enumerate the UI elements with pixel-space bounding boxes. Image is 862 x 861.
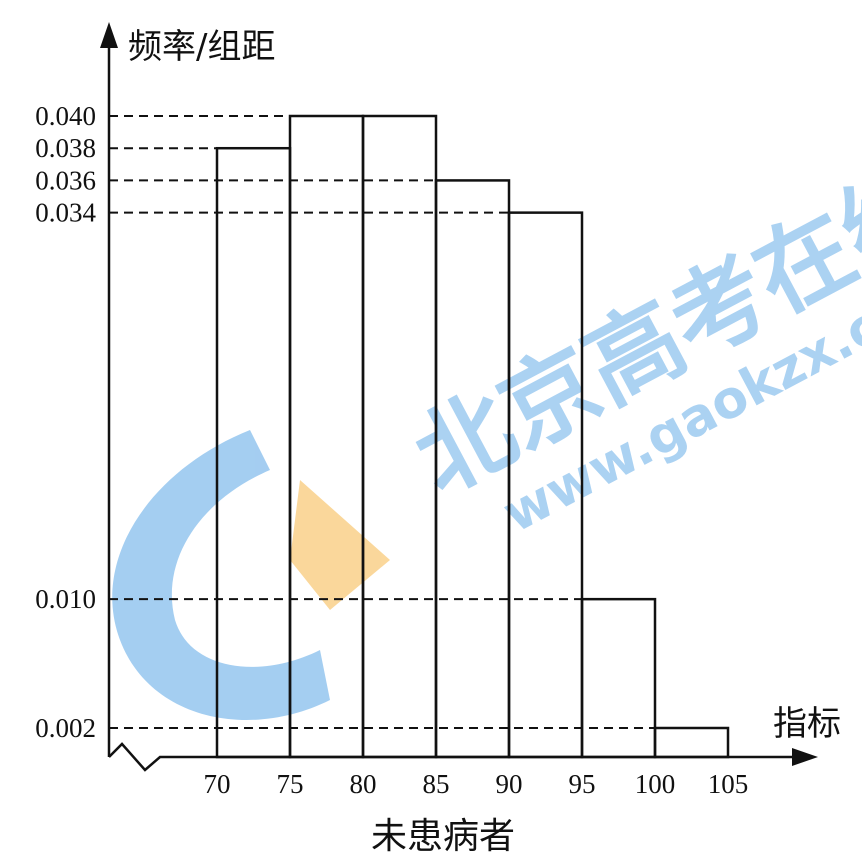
y-axis-title: 频率/组距: [128, 27, 275, 67]
watermark-k-shape: [290, 480, 390, 610]
y-tick-0.038: 0.038: [35, 133, 96, 163]
x-tick-85: 85: [423, 769, 450, 799]
x-axis: [108, 742, 800, 772]
dashed-guides: [109, 115, 655, 729]
x-tick-105: 105: [708, 769, 749, 799]
y-tick-0.040: 0.040: [35, 101, 96, 131]
x-tick-75: 75: [277, 769, 304, 799]
x-tick-90: 90: [496, 769, 523, 799]
watermark-g-shape: [112, 430, 330, 720]
x-axis-arrow: [792, 748, 818, 766]
x-tick-100: 100: [635, 769, 676, 799]
x-tick-labels: 70 75 80 85 90 95 100 105: [204, 769, 749, 799]
y-tick-0.036: 0.036: [35, 165, 96, 195]
bar-100-105: [653, 726, 730, 759]
y-axis-arrow: [100, 22, 118, 48]
y-tick-0.034: 0.034: [35, 198, 96, 228]
x-tick-70: 70: [204, 769, 231, 799]
y-tick-0.002: 0.002: [35, 713, 96, 743]
watermark-logo: [112, 430, 390, 720]
bar-95-100: [580, 597, 657, 759]
x-axis-title: 指标: [773, 704, 841, 744]
y-tick-0.010: 0.010: [35, 584, 96, 614]
x-tick-95: 95: [569, 769, 596, 799]
watermark-text-group: 北京高考在线 www.gaokzx.com: [397, 146, 862, 545]
x-tick-80: 80: [350, 769, 377, 799]
chart-caption: 未患病者: [371, 816, 515, 857]
